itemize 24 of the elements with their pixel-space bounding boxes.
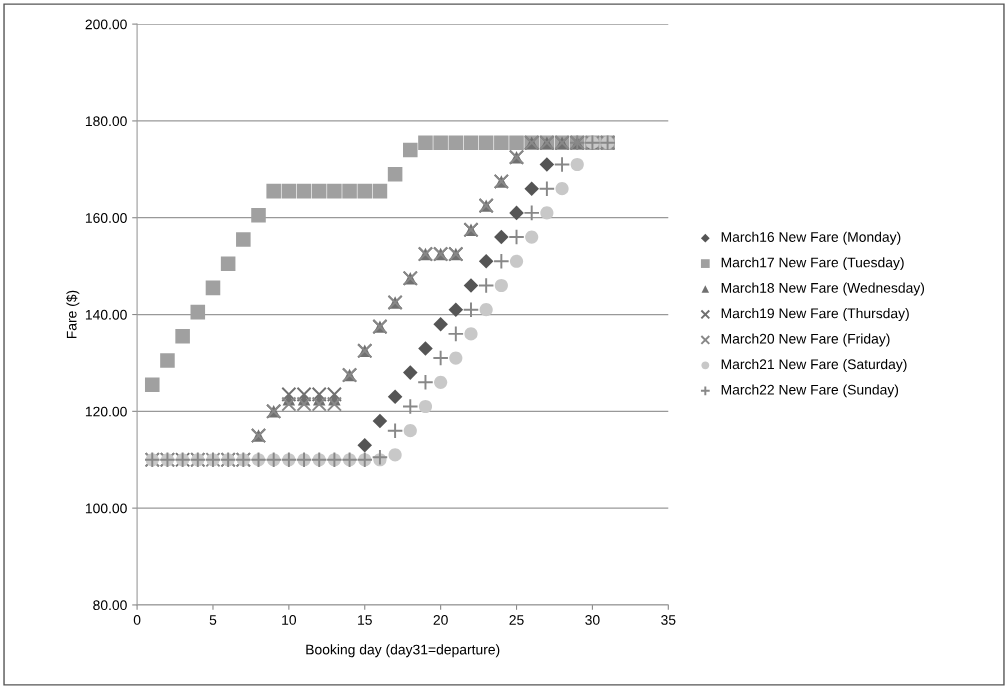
y-tick-label: 160.00 [85,213,127,223]
x-tick-label: 15 [358,615,372,625]
legend-label: March19 New Fare (Thursday) [721,308,909,321]
legend-label: March17 New Fare (Tuesday) [721,257,904,271]
x-tick-label: 20 [433,615,448,625]
x-tick-label: 10 [282,615,297,625]
legend-label: March20 New Fare (Friday) [721,333,890,347]
y-tick-label: 180.00 [85,116,127,127]
x-tick-label: 25 [509,615,524,625]
y-tick-label: 80.00 [93,600,127,611]
legend-label: March21 New Fare (Saturday) [721,358,907,372]
y-tick-label: 140.00 [85,309,127,320]
x-tick-label: 0 [133,615,141,625]
legend-label: March22 New Fare (Sunday) [721,384,899,398]
legend-label: March18 New Fare (Wednesday) [721,282,925,296]
x-tick-label: 5 [209,615,217,625]
x-tick-label: 35 [661,615,676,625]
y-tick-label: 200.00 [85,19,127,30]
x-axis-title: Booking day (day31=departure) [306,644,500,658]
x-tick-label: 30 [585,615,600,625]
y-tick-label: 100.00 [85,503,127,514]
y-tick-label: 120.00 [85,406,127,417]
y-axis-title: Fare ($) [66,290,80,339]
legend-label: March16 New Fare (Monday) [721,231,901,245]
